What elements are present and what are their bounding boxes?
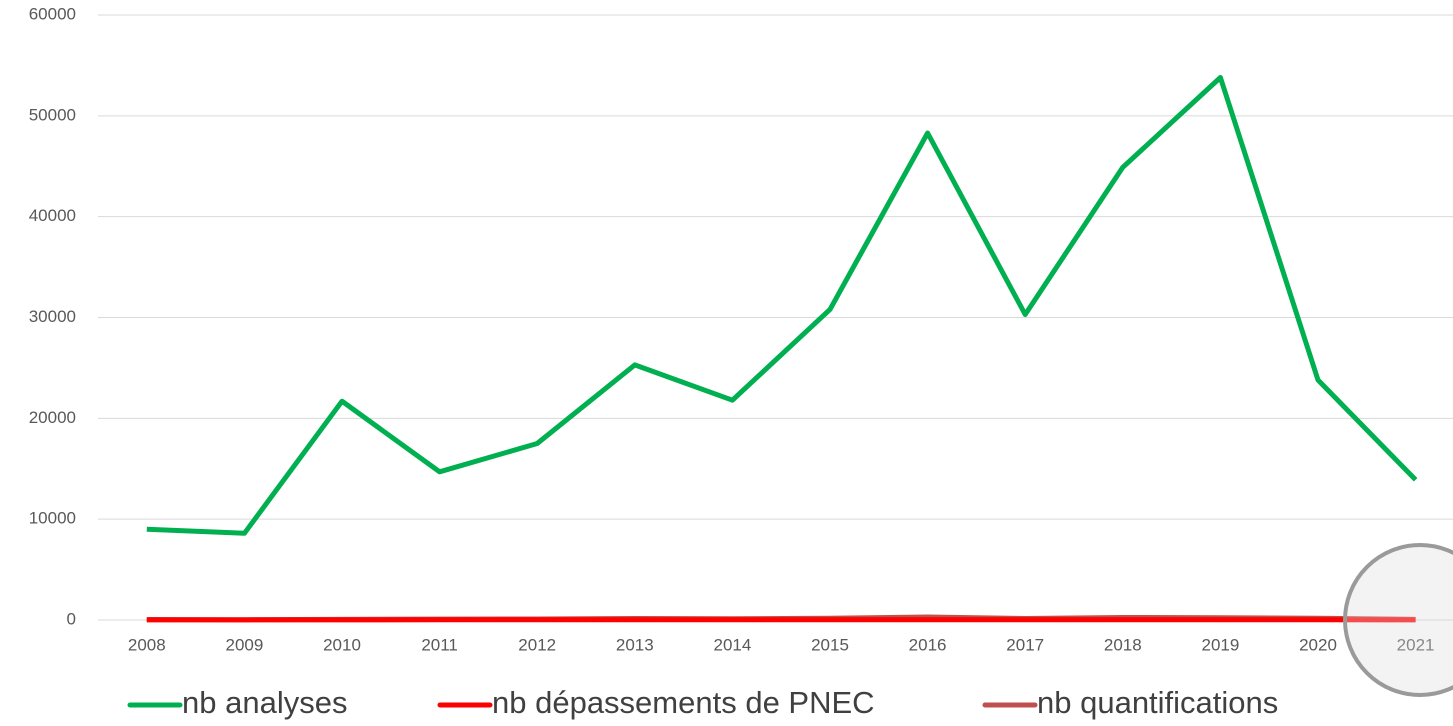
x-tick-label: 2016 xyxy=(909,635,947,654)
y-tick-label: 10000 xyxy=(29,509,76,528)
magnifier xyxy=(1345,545,1453,695)
x-tick-label: 2013 xyxy=(616,635,654,654)
legend-label: nb dépassements de PNEC xyxy=(492,685,875,720)
x-tick-label: 2010 xyxy=(323,635,361,654)
legend-label: nb analyses xyxy=(182,685,347,720)
y-tick-label: 50000 xyxy=(29,105,76,124)
x-tick-label: 2019 xyxy=(1201,635,1239,654)
x-tick-label: 2011 xyxy=(421,635,458,654)
chart: 0 10000 20000 30000 40000 50000 60000 2008 2009 2… xyxy=(0,0,1453,726)
y-tick-label: 60000 xyxy=(29,4,76,23)
y-tick-label: 30000 xyxy=(29,307,76,326)
legend-label: nb quantifications xyxy=(1037,685,1278,720)
series-line xyxy=(147,78,1416,534)
x-tick-label: 2017 xyxy=(1006,635,1044,654)
y-tick-label: 40000 xyxy=(29,206,76,225)
x-tick-label: 2020 xyxy=(1299,635,1337,654)
x-tick-label: 2018 xyxy=(1104,635,1142,654)
grid: 0 10000 20000 30000 40000 50000 60000 2008 2009 2… xyxy=(29,4,1453,654)
x-tick-label: 2008 xyxy=(128,635,166,654)
legend: nb analyses nb dépassements de PNEC nb qua… xyxy=(130,685,1278,720)
y-tick-label: 20000 xyxy=(29,408,76,427)
page: {"chart_data": {"type": "line", "categor… xyxy=(0,0,1453,726)
x-tick-label: 2015 xyxy=(811,635,849,654)
y-tick-label: 0 xyxy=(67,609,76,628)
x-tick-label: 2014 xyxy=(713,635,751,654)
plot-area xyxy=(147,78,1416,620)
x-tick-label: 2009 xyxy=(225,635,263,654)
x-tick-label: 2012 xyxy=(518,635,556,654)
